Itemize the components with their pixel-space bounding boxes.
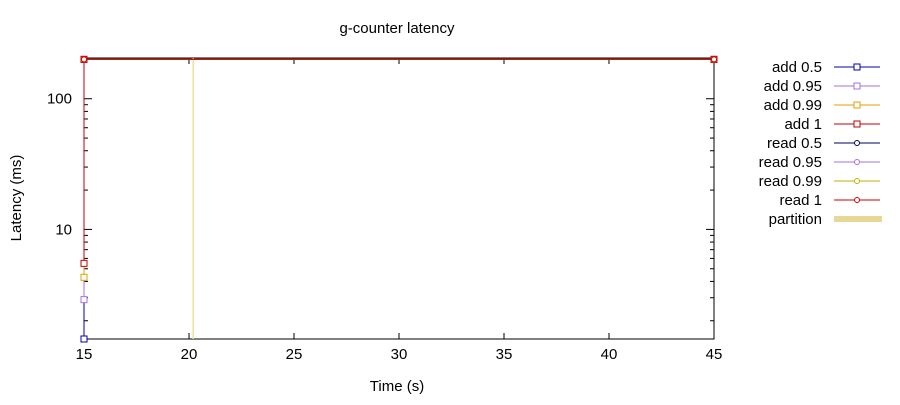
series-add-0_99 <box>80 55 718 281</box>
data-point <box>80 296 88 304</box>
legend: add 0.5 add 0.95 add 0.99 add 1 read 0.5 read… <box>759 59 882 228</box>
legend-label: read 0.99 <box>759 173 822 190</box>
x-tick-label: 20 <box>181 346 198 363</box>
legend-swatch-marker <box>853 101 861 109</box>
legend-label: read 0.5 <box>767 135 822 152</box>
series-add-0_5 <box>80 55 718 343</box>
legend-swatch-marker <box>853 63 861 71</box>
legend-swatch-marker <box>853 82 861 90</box>
data-point <box>711 56 717 63</box>
legend-label: add 0.95 <box>764 78 822 95</box>
series-line <box>83 58 714 300</box>
chart-title: g-counter latency <box>339 20 455 37</box>
legend-label: partition <box>769 211 822 228</box>
legend-label: read 0.95 <box>759 154 822 171</box>
x-tick-label: 40 <box>601 346 618 363</box>
legend-label: add 0.99 <box>764 97 822 114</box>
y-axis-title: Latency (ms) <box>8 155 25 242</box>
series-add-0_95 <box>80 55 718 304</box>
x-axis-title: Time (s) <box>370 378 424 395</box>
data-point <box>80 273 88 281</box>
legend-swatch-marker <box>854 178 860 184</box>
plot-area-border <box>83 57 715 340</box>
y-tick-label: 10 <box>55 221 72 238</box>
legend-label: read 1 <box>779 192 822 209</box>
x-tick-label: 35 <box>496 346 513 363</box>
x-tick-label: 30 <box>391 346 408 363</box>
x-tick-label: 25 <box>286 346 303 363</box>
series-line <box>83 58 714 339</box>
series-line <box>83 58 714 278</box>
legend-swatch-marker <box>853 120 861 128</box>
x-tick-label: 45 <box>706 346 723 363</box>
legend-swatch-marker <box>854 197 860 203</box>
data-point <box>80 259 88 267</box>
series-layer <box>80 55 718 343</box>
data-point <box>81 56 87 63</box>
legend-label: add 1 <box>784 116 822 133</box>
series-line <box>83 58 714 264</box>
x-tick-label: 15 <box>76 346 93 363</box>
series-add-1 <box>80 55 718 267</box>
legend-label: add 0.5 <box>772 59 822 76</box>
y-tick-label: 100 <box>47 91 72 108</box>
series-read-1 <box>81 56 717 63</box>
legend-swatch-marker <box>854 140 860 146</box>
legend-swatch-marker <box>854 159 860 165</box>
legend-swatch-partition <box>834 216 882 222</box>
data-point <box>80 335 88 343</box>
plot-frame <box>83 57 715 340</box>
axis-ticks: 15 20 25 30 35 40 45 10 100 <box>47 58 722 363</box>
